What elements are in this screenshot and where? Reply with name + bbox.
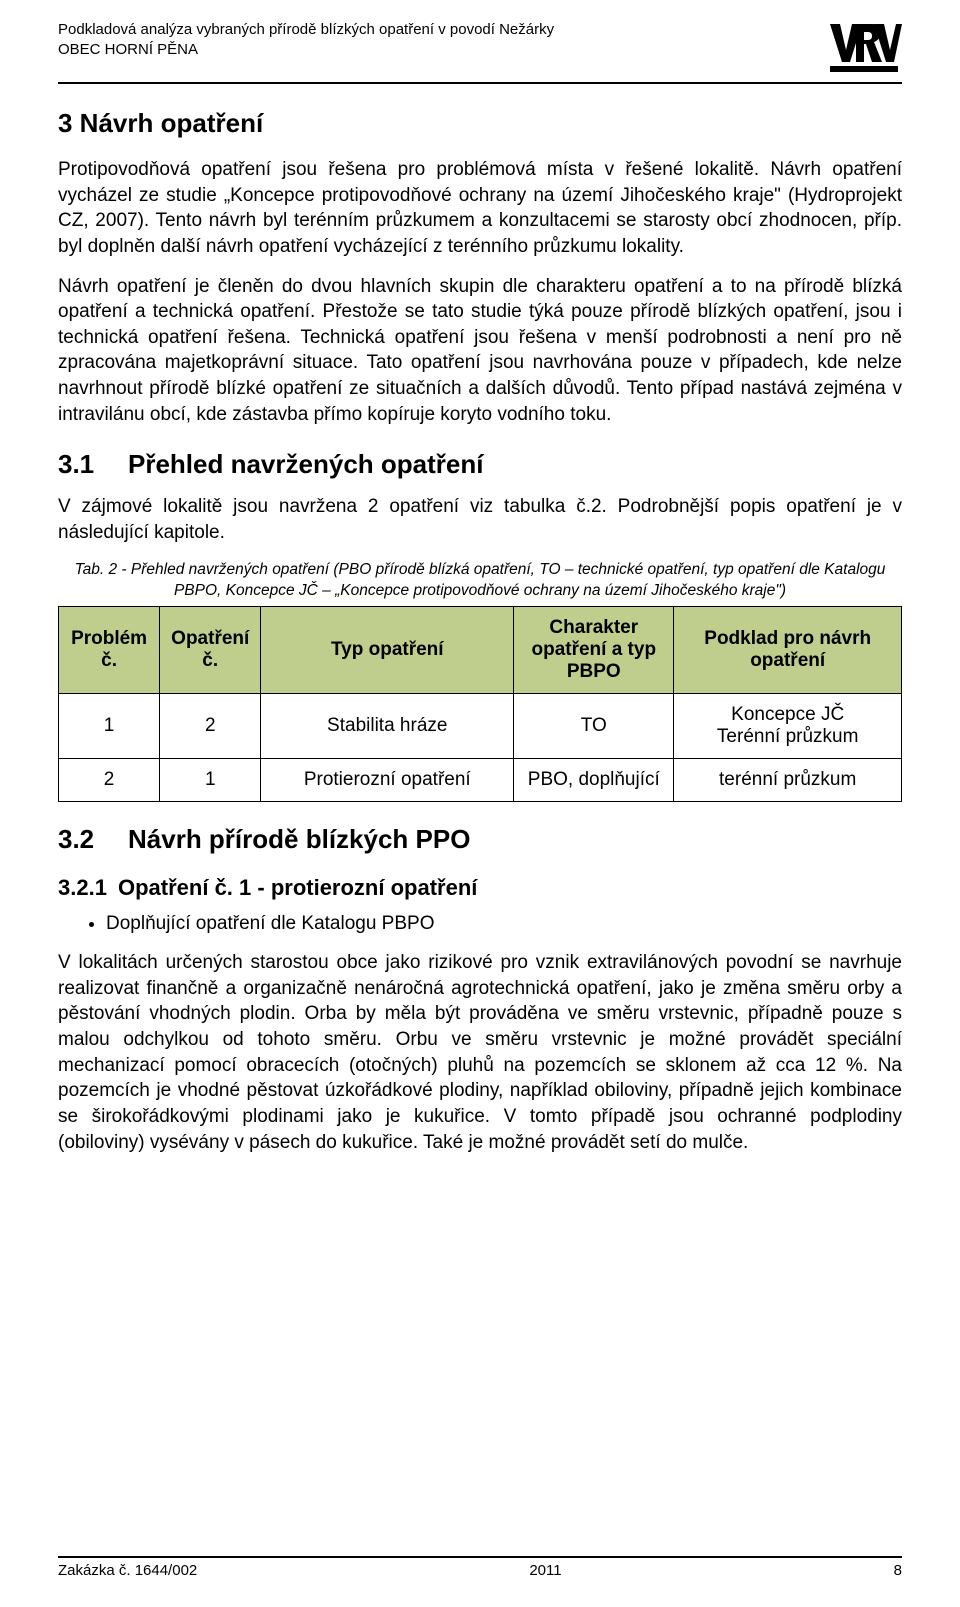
heading-3-2-num: 3.2 — [58, 824, 128, 855]
heading-3-2-1: 3.2.1Opatření č. 1 - protierozní opatřen… — [58, 875, 902, 901]
table-row: 1 2 Stabilita hráze TO Koncepce JČ Terén… — [59, 693, 902, 758]
heading-3-2-text: Návrh přírodě blízkých PPO — [128, 824, 470, 854]
th-typ: Typ opatření — [261, 606, 514, 693]
table-row: 2 1 Protierozní opatření PBO, doplňující… — [59, 758, 902, 801]
heading-3-1-num: 3.1 — [58, 449, 128, 480]
header-divider — [58, 82, 902, 84]
heading-3-2-1-text: Opatření č. 1 - protierozní opatření — [118, 875, 477, 900]
paragraph-3-2-1: V lokalitách určených starostou obce jak… — [58, 950, 902, 1155]
td: TO — [514, 693, 674, 758]
footer-center: 2011 — [529, 1562, 561, 1579]
td: 1 — [160, 758, 261, 801]
th-opatreni: Opatření č. — [160, 606, 261, 693]
bullet-item: Doplňující opatření dle Katalogu PBPO — [106, 911, 902, 937]
heading-3-2: 3.2Návrh přírodě blízkých PPO — [58, 824, 902, 855]
heading-3-2-1-num: 3.2.1 — [58, 875, 118, 901]
footer-right: 8 — [894, 1562, 902, 1579]
td: 2 — [160, 693, 261, 758]
paragraph-3-1: V zájmové lokalitě jsou navržena 2 opatř… — [58, 494, 902, 545]
td: PBO, doplňující — [514, 758, 674, 801]
heading-3: 3 Návrh opatření — [58, 108, 902, 139]
td: Koncepce JČ Terénní průzkum — [674, 693, 902, 758]
table-opatreni: Problém č. Opatření č. Typ opatření Char… — [58, 606, 902, 802]
bullet-list: Doplňující opatření dle Katalogu PBPO — [58, 911, 902, 937]
header-line1: Podkladová analýza vybraných přírodě blí… — [58, 20, 554, 40]
paragraph-intro-2: Návrh opatření je členěn do dvou hlavníc… — [58, 274, 902, 428]
td: Stabilita hráze — [261, 693, 514, 758]
paragraph-intro-1: Protipovodňová opatření jsou řešena pro … — [58, 157, 902, 260]
header-text: Podkladová analýza vybraných přírodě blí… — [58, 20, 554, 61]
logo-vrv — [826, 20, 902, 76]
td: 1 — [59, 693, 160, 758]
table-header-row: Problém č. Opatření č. Typ opatření Char… — [59, 606, 902, 693]
footer-left: Zakázka č. 1644/002 — [58, 1562, 197, 1579]
heading-3-1-text: Přehled navržených opatření — [128, 449, 483, 479]
th-problem: Problém č. — [59, 606, 160, 693]
table-caption: Tab. 2 - Přehled navržených opatření (PB… — [58, 560, 902, 602]
header-line2: OBEC HORNÍ PĚNA — [58, 40, 554, 60]
footer-divider — [58, 1556, 902, 1558]
td: terénní průzkum — [674, 758, 902, 801]
footer: Zakázka č. 1644/002 2011 8 — [58, 1556, 902, 1579]
heading-3-1: 3.1Přehled navržených opatření — [58, 449, 902, 480]
td: 2 — [59, 758, 160, 801]
th-podklad: Podklad pro návrh opatření — [674, 606, 902, 693]
td: Protierozní opatření — [261, 758, 514, 801]
th-charakter: Charakter opatření a typ PBPO — [514, 606, 674, 693]
